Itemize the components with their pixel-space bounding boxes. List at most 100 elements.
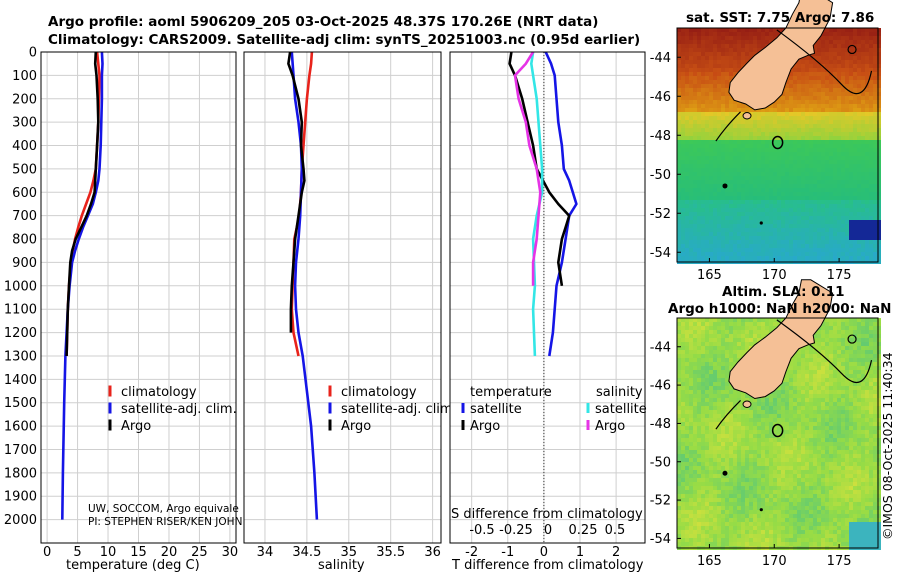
- map-cell: [733, 338, 737, 342]
- map-cell: [689, 406, 693, 410]
- map-cell: [697, 168, 701, 172]
- map-cell: [805, 212, 809, 216]
- map-cell: [809, 358, 813, 362]
- map-cell: [805, 100, 809, 104]
- map-cell: [853, 454, 857, 458]
- map-cell: [685, 92, 689, 96]
- map-cell: [709, 188, 713, 192]
- map-cell: [709, 172, 713, 176]
- map-cell: [733, 200, 737, 204]
- map-cell: [709, 120, 713, 124]
- map-cell: [753, 192, 757, 196]
- map-cell: [829, 394, 833, 398]
- map-cell: [829, 374, 833, 378]
- map-cell: [813, 244, 817, 248]
- map-cell: [677, 454, 681, 458]
- map-cell: [789, 244, 793, 248]
- map-cell: [825, 354, 829, 358]
- map-cell: [709, 220, 713, 224]
- map-cell: [877, 256, 881, 260]
- map-cell: [713, 256, 717, 260]
- map-cell: [733, 362, 737, 366]
- map-cell: [861, 354, 865, 358]
- map-cell: [777, 112, 781, 116]
- map-cell: [853, 248, 857, 252]
- map-cell: [785, 240, 789, 244]
- map-cell: [797, 398, 801, 402]
- map-cell: [821, 406, 825, 410]
- map-cell: [873, 414, 877, 418]
- map-cell: [805, 96, 809, 100]
- map-cell: [713, 92, 717, 96]
- map-cell: [793, 120, 797, 124]
- map-cell: [785, 116, 789, 120]
- map-cell: [721, 370, 725, 374]
- map-cell: [865, 228, 869, 232]
- map-cell: [753, 402, 757, 406]
- map-cell: [785, 410, 789, 414]
- map-cell: [709, 36, 713, 40]
- map-cell: [721, 80, 725, 84]
- map-cell: [765, 438, 769, 442]
- map-cell: [825, 338, 829, 342]
- map-cell: [853, 382, 857, 386]
- map-cell: [785, 426, 789, 430]
- map-cell: [809, 240, 813, 244]
- map-cell: [725, 152, 729, 156]
- map-cell: [817, 244, 821, 248]
- map-cell: [813, 180, 817, 184]
- map-cell: [817, 414, 821, 418]
- map-cell: [857, 76, 861, 80]
- map-cell: [841, 152, 845, 156]
- map-cell: [717, 56, 721, 60]
- map-cell: [861, 180, 865, 184]
- map-cell: [681, 44, 685, 48]
- map-cell: [681, 120, 685, 124]
- map-cell: [849, 224, 853, 228]
- map-cell: [833, 318, 837, 322]
- map-cell: [825, 192, 829, 196]
- map-cell: [833, 152, 837, 156]
- map-cell: [741, 196, 745, 200]
- map-cell: [773, 418, 777, 422]
- map-cell: [877, 148, 881, 152]
- map-cell: [849, 454, 853, 458]
- map-cell: [777, 220, 781, 224]
- map-cell: [781, 232, 785, 236]
- map-cell: [817, 88, 821, 92]
- map-cell: [717, 366, 721, 370]
- map-cell: [725, 454, 729, 458]
- map-cell: [705, 148, 709, 152]
- map-cell: [869, 402, 873, 406]
- map-cell: [861, 434, 865, 438]
- map-cell: [841, 330, 845, 334]
- map-cell: [709, 144, 713, 148]
- map-cell: [709, 454, 713, 458]
- map-cell: [741, 56, 745, 60]
- map-cell: [757, 426, 761, 430]
- map-cell: [697, 128, 701, 132]
- map-cell: [813, 394, 817, 398]
- map-cell: [789, 180, 793, 184]
- map-cell: [729, 330, 733, 334]
- map-cell: [701, 322, 705, 326]
- map-cell: [829, 378, 833, 382]
- map-cell: [793, 164, 797, 168]
- map-cell: [817, 148, 821, 152]
- map-cell: [825, 156, 829, 160]
- map-cell: [749, 156, 753, 160]
- map-cell: [837, 378, 841, 382]
- map-cell: [829, 236, 833, 240]
- map-cell: [797, 88, 801, 92]
- map-cell: [745, 438, 749, 442]
- map-cell: [725, 346, 729, 350]
- map-cell: [821, 128, 825, 132]
- map-cell: [789, 84, 793, 88]
- map-cell: [849, 160, 853, 164]
- map-cell: [781, 394, 785, 398]
- map-cell: [873, 398, 877, 402]
- map-cell: [753, 36, 757, 40]
- map-cell: [733, 60, 737, 64]
- map-cell: [869, 124, 873, 128]
- map-cell: [817, 370, 821, 374]
